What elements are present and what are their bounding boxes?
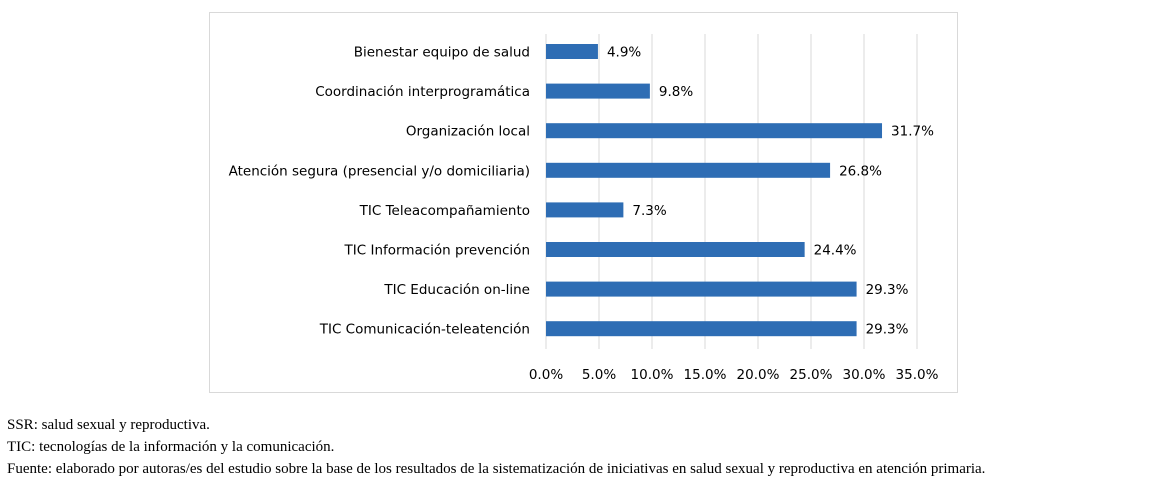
data-label: 31.7% [891, 124, 934, 140]
x-tick-label: 25.0% [790, 367, 833, 383]
x-tick-label: 20.0% [737, 367, 780, 383]
x-tick-label: 5.0% [582, 367, 616, 383]
data-label: 29.3% [866, 282, 909, 298]
bar [546, 123, 883, 139]
bar [546, 321, 857, 337]
x-tick-label: 35.0% [896, 367, 939, 383]
category-label: TIC Información prevención [344, 243, 530, 259]
category-label: TIC Comunicación-teleatención [319, 322, 530, 338]
category-label: Coordinación interprogramática [315, 84, 530, 100]
footnotes: SSR: salud sexual y reproductiva. TIC: t… [7, 414, 985, 480]
data-label: 24.4% [814, 243, 857, 259]
data-label: 7.3% [632, 203, 666, 219]
category-label: TIC Teleacompañamiento [359, 203, 530, 219]
category-labels: Bienestar equipo de salud Coordinación in… [229, 45, 530, 338]
data-labels: 4.9% 9.8% 31.7% 26.8% 7.3% 24.4% 29.3% 29.3% [607, 45, 934, 338]
data-label: 9.8% [659, 84, 693, 100]
x-tick-labels: 0.0% 5.0% 10.0% 15.0% 20.0% 25.0% 30.0% 35.0% [529, 367, 939, 383]
bar [546, 202, 624, 218]
category-label: Bienestar equipo de salud [354, 45, 530, 61]
x-tick-label: 10.0% [631, 367, 674, 383]
category-label: TIC Educación on-line [383, 282, 530, 298]
footnote-tic: TIC: tecnologías de la información y la … [7, 439, 335, 455]
x-tick-label: 30.0% [843, 367, 886, 383]
x-tick-label: 15.0% [684, 367, 727, 383]
category-label: Organización local [406, 124, 530, 140]
bars [546, 44, 883, 337]
footnote-source: Fuente: elaborado por autoras/es del est… [7, 461, 986, 477]
bar [546, 281, 857, 297]
bar-chart: Bienestar equipo de salud Coordinación in… [229, 34, 939, 383]
bar [546, 44, 598, 59]
data-label: 29.3% [866, 322, 909, 338]
footnote-ssr: SSR: salud sexual y reproductiva. [7, 417, 210, 433]
bar [546, 83, 650, 99]
bar [546, 242, 805, 257]
data-label: 4.9% [607, 45, 641, 61]
x-tick-label: 0.0% [529, 367, 563, 383]
gridlines [545, 34, 918, 349]
category-label: Atención segura (presencial y/o domicili… [229, 163, 530, 179]
data-label: 26.8% [839, 163, 882, 179]
bar [546, 162, 831, 178]
